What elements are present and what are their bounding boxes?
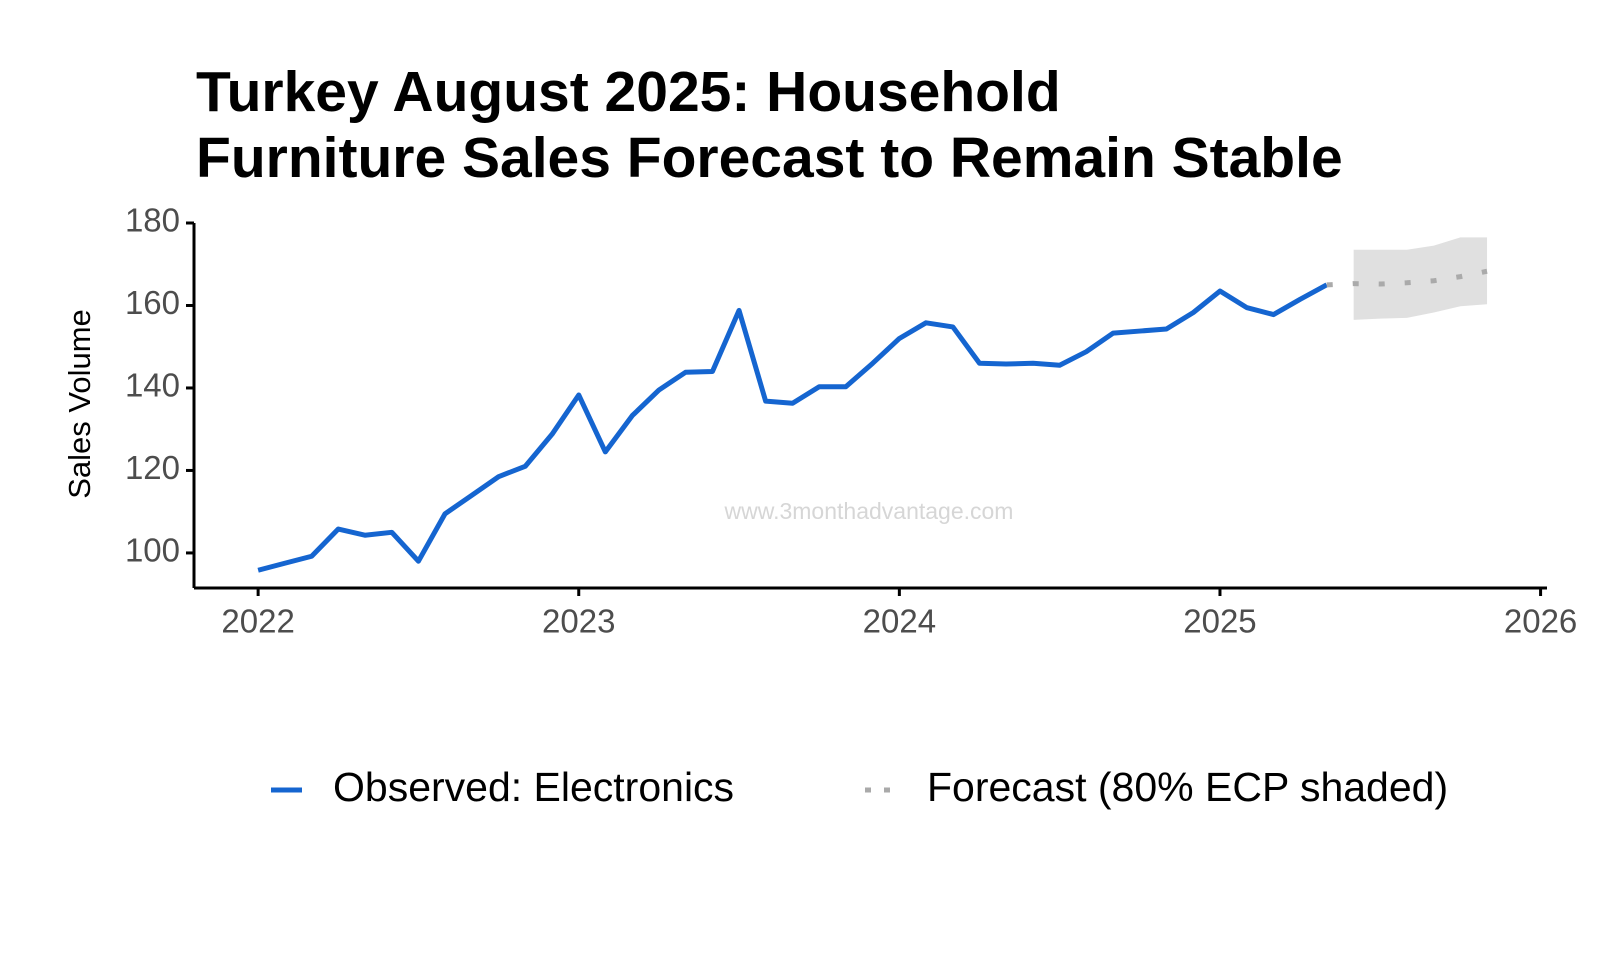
- chart-title: Furniture Sales Forecast to Remain Stabl…: [196, 126, 1343, 190]
- x-tick-label: 2026: [1504, 603, 1577, 640]
- x-tick-label: 2024: [863, 603, 936, 640]
- y-tick-label: 100: [125, 532, 180, 569]
- legend-label: Observed: Electronics: [333, 764, 734, 810]
- x-tick-label: 2022: [221, 603, 294, 640]
- legend-label: Forecast (80% ECP shaded): [927, 764, 1448, 810]
- y-tick-label: 120: [125, 449, 180, 486]
- y-axis-label: Sales Volume: [62, 309, 97, 499]
- forecast-line: [1326, 268, 1488, 288]
- y-tick-label: 160: [125, 284, 180, 321]
- y-tick-label: 140: [125, 367, 180, 404]
- watermark: www.3monthadvantage.com: [724, 498, 1014, 524]
- forecast-band: [1353, 237, 1488, 320]
- y-tick-label: 180: [125, 202, 180, 239]
- chart-title: Turkey August 2025: Household: [196, 60, 1061, 124]
- x-tick-label: 2023: [542, 603, 615, 640]
- x-tick-label: 2025: [1183, 603, 1256, 640]
- observed-line: [257, 282, 1328, 573]
